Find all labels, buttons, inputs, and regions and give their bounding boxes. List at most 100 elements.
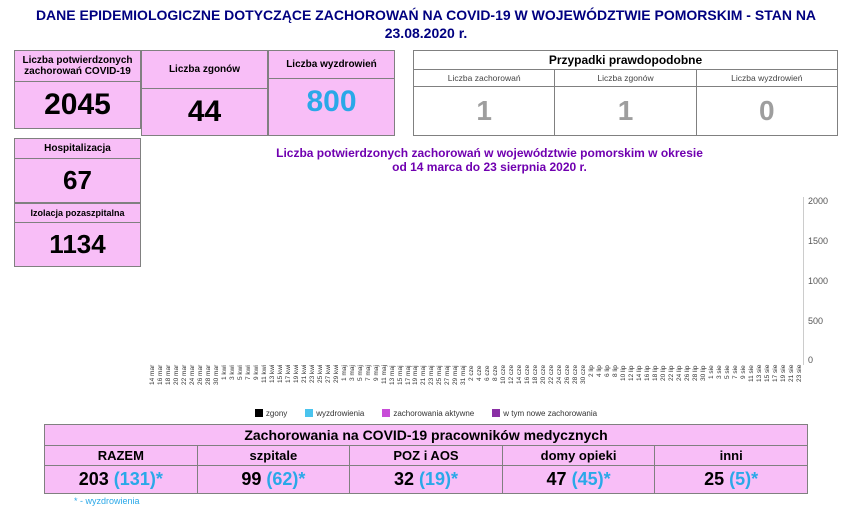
stat-deaths-label: Liczba zgonów <box>142 51 267 89</box>
xaxis-tick: 5 sie <box>724 365 732 405</box>
xaxis-tick: 7 maj <box>365 365 373 405</box>
xaxis-tick: 18 mar <box>165 365 173 405</box>
xaxis-tick: 22 cze <box>548 365 556 405</box>
xaxis-tick: 30 mar <box>213 365 221 405</box>
xaxis-tick: 16 lip <box>644 365 652 405</box>
xaxis-tick: 20 mar <box>173 365 181 405</box>
bar-chart: 2000 1500 1000 500 0 <box>149 197 838 365</box>
xaxis-tick: 24 lip <box>676 365 684 405</box>
xaxis-tick: 5 maj <box>357 365 365 405</box>
xaxis-tick: 23 sie <box>796 365 804 405</box>
stat-hospital-value: 67 <box>15 159 140 202</box>
xaxis-tick: 21 kwi <box>301 365 309 405</box>
xaxis-tick: 21 sie <box>788 365 796 405</box>
workers-col-value: 203 (131)* <box>45 466 197 493</box>
probable-recovered-value: 0 <box>697 87 837 135</box>
yaxis-tick: 0 <box>808 356 838 365</box>
xaxis-tick: 26 cze <box>564 365 572 405</box>
xaxis-tick: 1 sie <box>708 365 716 405</box>
xaxis-tick: 3 kwi <box>229 365 237 405</box>
xaxis-tick: 23 kwi <box>309 365 317 405</box>
stat-confirmed-value: 2045 <box>15 82 140 128</box>
xaxis-tick: 11 sie <box>748 365 756 405</box>
xaxis-tick: 8 lip <box>612 365 620 405</box>
xaxis-tick: 9 maj <box>373 365 381 405</box>
xaxis-tick: 25 kwi <box>317 365 325 405</box>
yaxis-tick: 500 <box>808 317 838 326</box>
workers-col-value: 32 (19)* <box>350 466 502 493</box>
workers-col-header: domy opieki <box>503 446 655 466</box>
xaxis-tick: 15 sie <box>764 365 772 405</box>
workers-title: Zachorowania na COVID-19 pracowników med… <box>45 425 807 446</box>
xaxis-tick: 13 maj <box>389 365 397 405</box>
stat-deaths: Liczba zgonów 44 <box>141 50 268 136</box>
xaxis-tick: 9 sie <box>740 365 748 405</box>
stat-hospital: Hospitalizacja 67 <box>14 138 141 203</box>
xaxis-tick: 22 lip <box>668 365 676 405</box>
workers-table: Zachorowania na COVID-19 pracowników med… <box>44 424 808 494</box>
xaxis-tick: 13 sie <box>756 365 764 405</box>
legend-deaths: zgony <box>255 409 287 418</box>
xaxis-tick: 24 mar <box>189 365 197 405</box>
stat-deaths-value: 44 <box>142 89 267 135</box>
xaxis-tick: 30 cze <box>580 365 588 405</box>
stat-hospital-label: Hospitalizacja <box>15 139 140 159</box>
stat-recovered: Liczba wyzdrowień 800 <box>268 50 395 136</box>
workers-col-header: POZ i AOS <box>350 446 502 466</box>
xaxis-tick: 14 lip <box>636 365 644 405</box>
xaxis-tick: 18 lip <box>652 365 660 405</box>
xaxis-tick: 12 lip <box>628 365 636 405</box>
stat-confirmed: Liczba potwierdzonych zachorowań COVID-1… <box>14 50 141 129</box>
chart-caption-l1: Liczba potwierdzonych zachorowań w wojew… <box>276 146 703 160</box>
xaxis-tick: 3 maj <box>349 365 357 405</box>
workers-cell: inni25 (5)* <box>655 446 807 493</box>
yaxis-tick: 1000 <box>808 277 838 286</box>
xaxis-tick: 1 maj <box>341 365 349 405</box>
xaxis-tick: 20 lip <box>660 365 668 405</box>
workers-cell: POZ i AOS32 (19)* <box>350 446 503 493</box>
left-stats-group: Liczba potwierdzonych zachorowań COVID-1… <box>14 50 395 136</box>
workers-footnote: * - wyzdrowienia <box>74 496 838 506</box>
workers-col-value: 25 (5)* <box>655 466 807 493</box>
xaxis-tick: 24 cze <box>556 365 564 405</box>
chart-xaxis: 14 mar16 mar18 mar20 mar22 mar24 mar26 m… <box>149 365 838 405</box>
xaxis-tick: 1 kwi <box>221 365 229 405</box>
legend-new: w tym nowe zachorowania <box>492 409 597 418</box>
stat-isolation-label: Izolacja pozaszpitalna <box>15 204 140 223</box>
probable-recovered-label: Liczba wyzdrowień <box>697 70 837 87</box>
top-stats-row: Liczba potwierdzonych zachorowań COVID-1… <box>14 50 838 136</box>
workers-col-value: 99 (62)* <box>198 466 350 493</box>
xaxis-tick: 11 kwi <box>261 365 269 405</box>
xaxis-tick: 19 kwi <box>293 365 301 405</box>
stat-recovered-label: Liczba wyzdrowień <box>269 51 394 79</box>
xaxis-tick: 30 lip <box>700 365 708 405</box>
xaxis-tick: 7 sie <box>732 365 740 405</box>
xaxis-tick: 15 kwi <box>277 365 285 405</box>
yaxis-tick: 2000 <box>808 197 838 206</box>
stat-isolation-value: 1134 <box>15 223 140 266</box>
xaxis-tick: 28 cze <box>572 365 580 405</box>
xaxis-tick: 15 maj <box>397 365 405 405</box>
xaxis-tick: 17 kwi <box>285 365 293 405</box>
workers-col-header: RAZEM <box>45 446 197 466</box>
legend-active: zachorowania aktywne <box>382 409 474 418</box>
workers-cell: szpitale99 (62)* <box>198 446 351 493</box>
xaxis-tick: 11 maj <box>381 365 389 405</box>
xaxis-tick: 27 kwi <box>325 365 333 405</box>
workers-col-header: inni <box>655 446 807 466</box>
xaxis-tick: 29 kwi <box>333 365 341 405</box>
workers-cell: RAZEM203 (131)* <box>45 446 198 493</box>
xaxis-tick: 5 kwi <box>237 365 245 405</box>
xaxis-tick: 3 sie <box>716 365 724 405</box>
xaxis-tick: 6 lip <box>604 365 612 405</box>
xaxis-tick: 7 kwi <box>245 365 253 405</box>
chart-caption-l2: od 14 marca do 23 sierpnia 2020 r. <box>392 160 587 174</box>
workers-col-value: 47 (45)* <box>503 466 655 493</box>
probable-cases-box: Przypadki prawdopodobne Liczba zachorowa… <box>413 50 838 136</box>
probable-cases-value: 1 <box>414 87 554 135</box>
workers-col-header: szpitale <box>198 446 350 466</box>
chart-legend: zgony wyzdrowienia zachorowania aktywne … <box>14 409 838 418</box>
xaxis-tick: 4 lip <box>596 365 604 405</box>
xaxis-tick: 26 mar <box>197 365 205 405</box>
yaxis-tick: 1500 <box>808 237 838 246</box>
